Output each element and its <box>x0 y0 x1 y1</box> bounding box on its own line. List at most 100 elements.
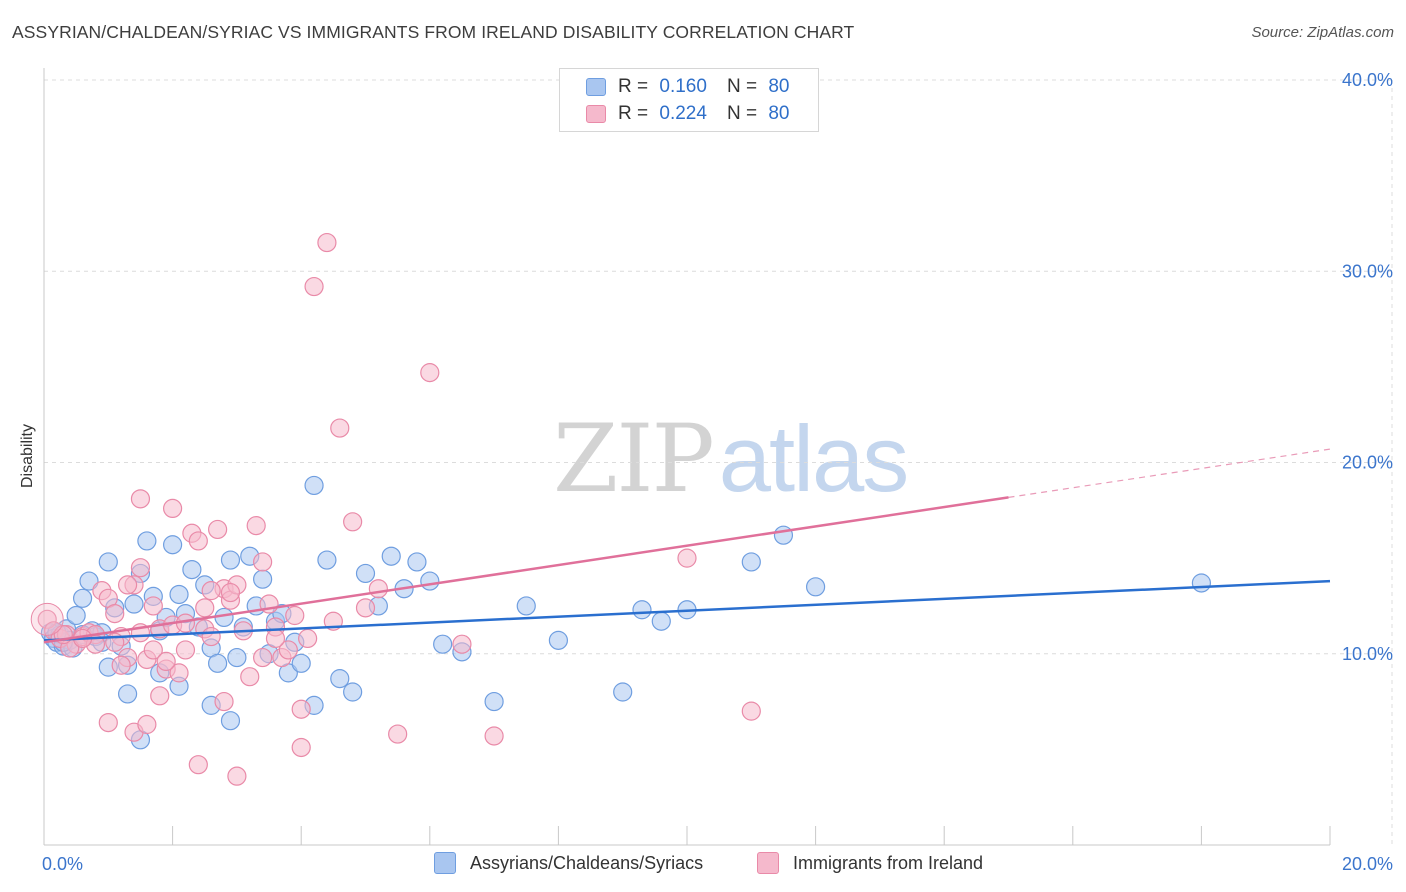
point-series-b <box>143 596 163 616</box>
point-series-b <box>677 548 697 568</box>
y-tick-label: 20.0% <box>1342 453 1393 473</box>
watermark-zip: ZIP <box>553 405 715 514</box>
legend: R = 0.160 N = 80 R = 0.224 N = 80 <box>559 68 819 132</box>
point-series-a <box>182 559 202 580</box>
bottom-legend-series-a: Assyrians/Chaldeans/Syriacs <box>434 852 703 874</box>
legend-n-label: N = <box>726 76 758 97</box>
point-series-b <box>298 628 318 649</box>
point-series-a <box>1191 573 1212 593</box>
point-series-b <box>227 766 247 786</box>
point-series-a <box>66 605 86 626</box>
point-series-b <box>130 558 151 578</box>
legend-n-value: 80 <box>768 103 790 124</box>
point-series-b <box>105 603 125 624</box>
point-series-b <box>355 598 376 618</box>
point-series-b <box>130 489 151 509</box>
point-series-b <box>201 581 221 601</box>
point-series-a <box>433 634 453 654</box>
point-series-a <box>773 525 794 545</box>
point-series-b <box>188 755 208 775</box>
point-series-b <box>137 714 157 735</box>
trend-line-series-b-extension <box>1008 448 1331 498</box>
point-series-b <box>452 634 472 654</box>
point-series-a <box>169 584 189 605</box>
point-series-b <box>304 276 324 297</box>
point-series-a <box>220 711 241 731</box>
y-tick-label: 10.0% <box>1342 644 1393 664</box>
point-series-b <box>214 691 234 712</box>
point-series-b <box>368 579 388 599</box>
point-series-a <box>805 577 826 597</box>
point-series-a <box>124 594 144 614</box>
point-series-b <box>195 598 215 618</box>
chart-source: Source: ZipAtlas.com <box>1251 24 1394 41</box>
point-series-b <box>285 605 305 626</box>
axis-layer <box>43 68 1331 846</box>
point-series-b-large <box>30 602 64 636</box>
point-series-b <box>246 516 266 536</box>
point-series-b <box>208 519 228 540</box>
point-series-b <box>420 363 440 383</box>
trend-line-series-a <box>43 579 1331 642</box>
point-series-b <box>388 724 408 744</box>
point-series-a <box>651 611 671 631</box>
point-series-b <box>484 726 504 746</box>
point-series-b <box>98 712 118 733</box>
x-tick-label: 20.0% <box>1342 854 1393 874</box>
point-series-b <box>156 651 176 672</box>
grid-layer <box>44 79 1393 845</box>
point-series-b <box>253 647 273 668</box>
point-series-b <box>163 498 183 518</box>
x-tick-label: 0.0% <box>42 854 83 874</box>
point-series-b <box>330 418 350 438</box>
bottom-legend-label-series-b: Immigrants from Ireland <box>793 852 984 873</box>
point-series-b <box>317 232 337 253</box>
point-series-a <box>632 600 652 620</box>
point-series-a <box>343 682 363 702</box>
point-series-b <box>741 701 761 721</box>
trend-layer <box>43 448 1331 644</box>
point-series-a <box>208 653 228 673</box>
point-series-b <box>291 699 311 719</box>
point-series-a <box>317 550 337 570</box>
point-series-a <box>741 552 761 572</box>
point-series-a <box>516 596 536 616</box>
point-series-a <box>613 682 633 702</box>
point-series-a <box>72 588 93 608</box>
chart-title: ASSYRIAN/CHALDEAN/SYRIAC VS IMMIGRANTS F… <box>12 22 855 42</box>
legend-r-value: 0.160 <box>659 76 707 97</box>
points-series-b <box>30 232 761 786</box>
point-series-a <box>291 653 311 673</box>
legend-swatch-series-b <box>586 105 606 123</box>
point-series-b <box>111 655 131 675</box>
point-series-a <box>220 550 241 570</box>
point-series-a <box>420 571 440 591</box>
point-series-a <box>253 569 273 589</box>
trend-line-series-b <box>43 496 1009 644</box>
legend-row-series-a: R = 0.160 N = 80 <box>586 75 789 99</box>
point-series-b <box>188 531 208 551</box>
point-series-a <box>330 669 350 689</box>
point-series-a <box>355 563 376 584</box>
point-series-a <box>548 630 569 650</box>
y-tick-label: 40.0% <box>1342 70 1393 90</box>
bottom-legend-series-b: Immigrants from Ireland <box>757 852 983 874</box>
legend-row-series-b: R = 0.224 N = 80 <box>586 102 789 126</box>
point-series-b <box>240 667 260 687</box>
point-series-a <box>137 531 157 551</box>
point-series-a <box>381 546 401 566</box>
point-series-a <box>407 552 427 572</box>
point-series-a <box>79 571 99 591</box>
point-series-b <box>291 737 311 758</box>
y-tick-label: 30.0% <box>1342 261 1393 281</box>
point-series-b <box>143 640 163 660</box>
point-series-a <box>117 684 138 704</box>
point-series-a <box>98 552 118 572</box>
legend-n-value: 80 <box>768 76 790 97</box>
point-series-b <box>343 512 363 532</box>
legend-swatch-series-a <box>586 78 606 96</box>
point-series-b <box>278 640 298 660</box>
point-series-b <box>201 626 221 647</box>
legend-r-label: R = <box>618 103 649 124</box>
